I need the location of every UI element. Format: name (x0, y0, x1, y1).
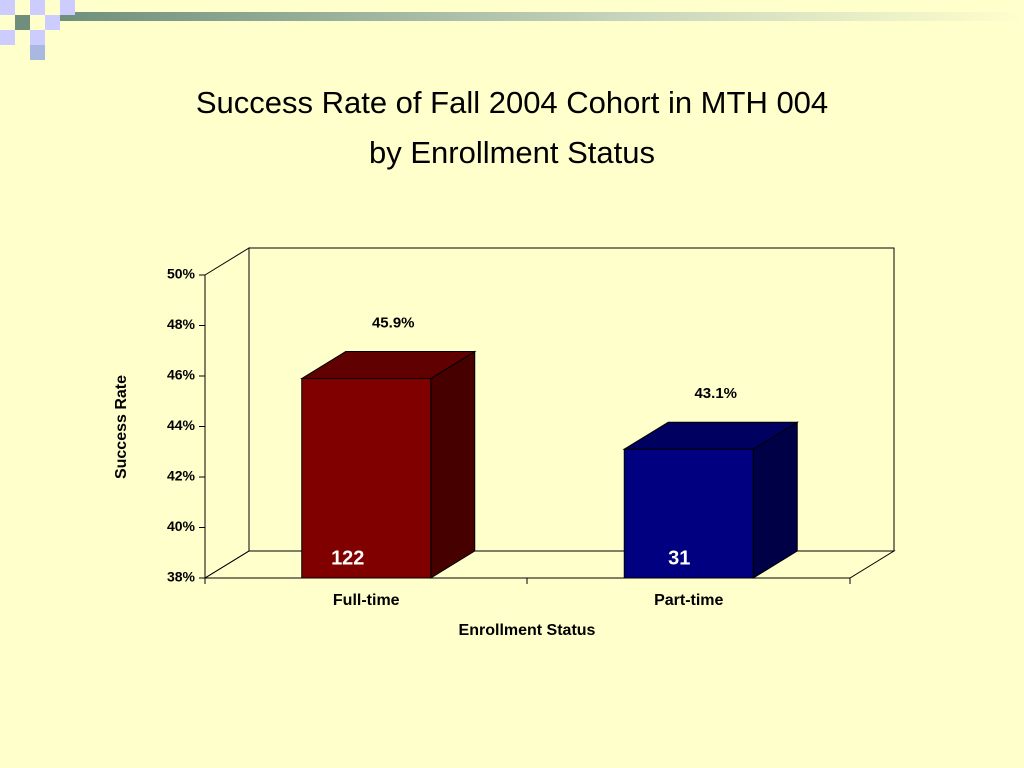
y-tick-label: 46% (167, 367, 196, 383)
chart-title: by Enrollment Status (369, 135, 655, 170)
bar-side (430, 350, 476, 579)
y-axis-title: Success Rate (113, 375, 130, 479)
value-label: 43.1% (694, 385, 737, 402)
count-label: 122 (331, 547, 364, 569)
value-label: 45.9% (372, 314, 415, 331)
y-tick-label: 50% (167, 266, 196, 282)
chart-title: Success Rate of Fall 2004 Cohort in MTH … (196, 85, 828, 120)
corner-squares (0, 0, 75, 60)
y-tick-label: 38% (167, 569, 196, 585)
bar (623, 448, 754, 579)
header-band (60, 12, 1024, 21)
x-tick-label: Part-time (654, 592, 723, 609)
x-axis-ticks (204, 578, 851, 584)
count-label: 31 (668, 547, 690, 569)
y-tick-label: 48% (167, 316, 196, 332)
y-tick-label: 44% (167, 417, 196, 433)
x-tick-label: Full-time (333, 592, 400, 609)
y-tick-label: 40% (167, 518, 196, 534)
y-tick-label: 42% (167, 468, 196, 484)
x-axis-title: Enrollment Status (459, 622, 596, 639)
bar (301, 378, 432, 579)
